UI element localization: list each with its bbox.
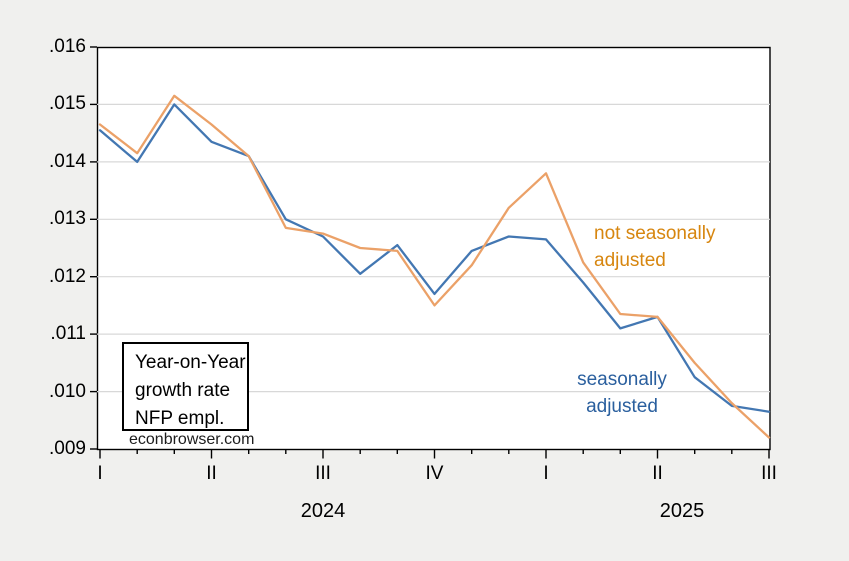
nsa-series-label-line: not seasonally bbox=[594, 223, 716, 244]
y-tick-label: .011 bbox=[50, 323, 86, 345]
watermark: econbrowser.com bbox=[129, 431, 255, 448]
annotation-line: NFP empl. bbox=[135, 408, 225, 429]
x-tick-label: IV bbox=[425, 463, 444, 484]
annotation-box: Year-on-Year growth rate NFP empl. bbox=[122, 342, 249, 431]
nsa-series-label: not seasonally adjusted bbox=[594, 220, 715, 274]
annotation-line: Year-on-Year bbox=[135, 352, 246, 373]
x-tick-label: I bbox=[97, 463, 103, 484]
year-label-2024: 2024 bbox=[300, 500, 346, 522]
sa-series-label: seasonally adjusted bbox=[566, 366, 678, 420]
y-tick-label: .009 bbox=[49, 438, 86, 459]
nsa-series-label-line: adjusted bbox=[594, 250, 666, 271]
y-tick-label: .010 bbox=[49, 380, 86, 402]
nsa-line bbox=[98, 94, 771, 439]
sa-series-label-line: seasonally bbox=[577, 369, 667, 390]
y-tick-label: .014 bbox=[49, 150, 86, 172]
year-label-2025: 2025 bbox=[659, 500, 705, 522]
annotation-line: growth rate bbox=[135, 380, 231, 401]
x-tick-label: II bbox=[206, 463, 217, 484]
x-tick-label: II bbox=[652, 463, 663, 484]
y-tick-label: .012 bbox=[49, 265, 86, 287]
x-tick-label: I bbox=[543, 463, 549, 484]
x-tick-label: III bbox=[761, 463, 777, 484]
sa-series-label-line: adjusted bbox=[586, 396, 658, 417]
y-tick-label: .013 bbox=[49, 208, 86, 230]
x-tick-label: III bbox=[315, 463, 331, 484]
y-tick-label: .015 bbox=[49, 93, 86, 115]
y-tick-label: .016 bbox=[49, 36, 86, 57]
